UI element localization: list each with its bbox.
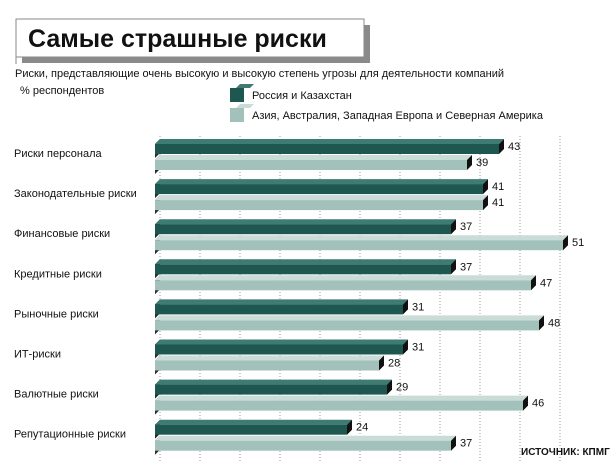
bar (155, 320, 539, 331)
bar (155, 400, 523, 411)
category-label: Кредитные риски (14, 268, 102, 280)
bar-value-label: 41 (492, 197, 504, 209)
legend-label: Россия и Казахстан (252, 90, 352, 102)
bar (155, 144, 499, 154)
bar-value-label: 47 (540, 277, 552, 289)
bar-end (483, 195, 488, 211)
bar-value-label: 28 (388, 358, 400, 370)
bars: 43 39 41 41 37 51 37 47 31 48 31 28 29 46 24 37 (155, 139, 584, 455)
category-label: Валютные риски (14, 389, 99, 401)
bar-value-label: 37 (460, 221, 472, 233)
bar-top (155, 339, 408, 345)
category-label: Рыночные риски (14, 308, 99, 320)
legend-swatch-top (236, 84, 254, 88)
bar (155, 224, 451, 235)
bar-top (155, 195, 488, 201)
bar-top (155, 355, 384, 361)
bar-top (155, 379, 392, 385)
legend: Россия и Казахстан Азия, Австралия, Запад… (230, 84, 544, 122)
category-label: Финансовые риски (14, 228, 110, 240)
legend-label: Азия, Австралия, Западная Европа и Север… (252, 110, 544, 122)
bar (155, 344, 403, 355)
category-labels: Риски персонала Законодательные риски Фина… (14, 148, 137, 441)
bar-value-label: 31 (412, 342, 424, 354)
bar-top (155, 179, 488, 185)
bar-end (403, 299, 408, 315)
bar-end (451, 219, 456, 235)
bar-top (155, 235, 568, 241)
bar-end (499, 139, 504, 154)
bar-top (155, 315, 544, 321)
bar-end (379, 355, 384, 371)
bar-value-label: 31 (412, 301, 424, 313)
bar-value-label: 37 (460, 438, 472, 450)
title-box (15, 18, 365, 58)
legend-swatch-top (236, 104, 254, 108)
category-label: Репутационные риски (14, 429, 126, 441)
chart-title: Самые страшные риски (28, 25, 327, 53)
category-label: ИТ-риски (14, 349, 61, 361)
unit-label: % респондентов (20, 85, 104, 97)
bar-top (155, 139, 504, 144)
bar-top (155, 219, 456, 225)
bar (155, 440, 451, 451)
bar-value-label: 39 (476, 157, 488, 169)
bar-value-label: 24 (356, 422, 368, 434)
source-label: ИСТОЧНИК: КПМГ (521, 447, 610, 458)
bar (155, 304, 403, 315)
bar-top (155, 275, 536, 281)
bar (155, 160, 467, 170)
bar-value-label: 48 (548, 317, 560, 329)
bar-end (483, 179, 488, 195)
bar-end (387, 379, 392, 395)
bar-end (347, 419, 352, 435)
bar-value-label: 46 (532, 398, 544, 410)
bar-top (155, 299, 408, 305)
bar (155, 200, 483, 211)
bar (155, 360, 379, 371)
bar-end (539, 315, 544, 331)
bar (155, 384, 387, 395)
bar-end (403, 339, 408, 355)
bar-end (531, 275, 536, 291)
bar-top (155, 395, 528, 401)
bar-end (563, 235, 568, 251)
bar-top (155, 259, 456, 265)
chart-subtitle: Риски, представляющие очень высокую и вы… (15, 68, 504, 80)
bar-top (155, 419, 352, 425)
bar (155, 264, 451, 275)
bar-value-label: 51 (572, 237, 584, 249)
bar-value-label: 37 (460, 261, 472, 273)
bar (155, 184, 483, 195)
bar-end (523, 395, 528, 411)
bar-value-label: 29 (396, 382, 408, 394)
legend-swatch (230, 108, 244, 122)
bar-end (451, 259, 456, 275)
bar (155, 424, 347, 435)
bar-value-label: 43 (508, 141, 520, 153)
category-label: Риски персонала (14, 148, 103, 160)
bar-top (155, 155, 472, 160)
bar-end (451, 435, 456, 451)
legend-swatch (230, 88, 244, 102)
bar (155, 280, 531, 291)
bar-end (467, 155, 472, 170)
bar-value-label: 41 (492, 181, 504, 193)
bar-top (155, 435, 456, 441)
bar (155, 240, 563, 251)
category-label: Законодательные риски (14, 188, 137, 200)
